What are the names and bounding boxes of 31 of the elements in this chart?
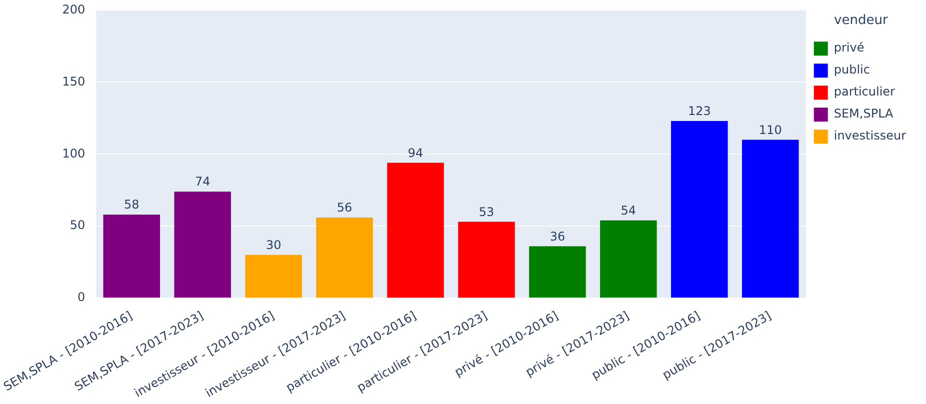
bar — [174, 192, 231, 298]
data-label: 110 — [758, 122, 782, 137]
bar — [245, 254, 302, 298]
y-tick-label: 150 — [62, 74, 86, 88]
data-label: 54 — [620, 203, 636, 218]
bar — [600, 220, 657, 298]
legend-label: particulier — [834, 84, 896, 99]
bar — [103, 214, 160, 298]
legend-label: investisseur — [834, 128, 906, 143]
data-label: 123 — [688, 104, 711, 118]
data-label: 30 — [266, 238, 282, 252]
data-label: 94 — [408, 146, 424, 160]
bar — [316, 217, 373, 298]
legend-title: vendeur — [834, 12, 888, 28]
legend-label: public — [834, 62, 870, 77]
legend-label: privé — [834, 40, 864, 55]
legend-label: SEM,SPLA — [834, 106, 894, 121]
data-label: 56 — [336, 200, 352, 215]
bar — [742, 140, 799, 298]
bar — [671, 121, 728, 298]
data-label: 53 — [478, 204, 494, 219]
data-label: 58 — [124, 198, 140, 212]
y-tick-label: 100 — [62, 146, 86, 160]
bar — [529, 246, 586, 298]
data-label: 74 — [194, 174, 210, 189]
y-tick-label: 200 — [62, 2, 86, 16]
y-tick-label: 0 — [78, 290, 86, 304]
data-label: 36 — [550, 229, 566, 244]
y-tick-label: 50 — [70, 218, 86, 232]
bar — [387, 162, 444, 298]
bar — [458, 222, 515, 298]
